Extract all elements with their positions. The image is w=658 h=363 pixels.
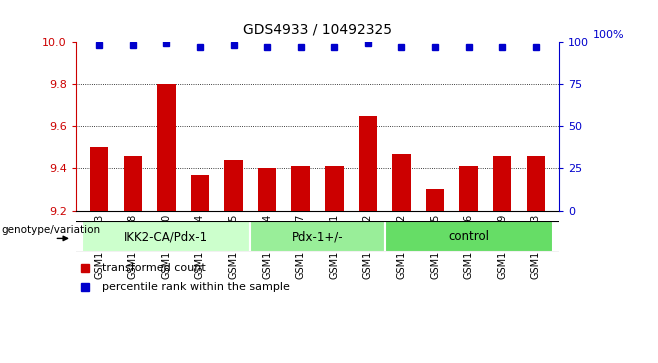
Bar — [291, 166, 310, 211]
Bar — [258, 168, 276, 211]
Bar — [526, 156, 545, 211]
Text: percentile rank within the sample: percentile rank within the sample — [102, 282, 290, 292]
Bar — [157, 84, 176, 211]
Bar — [493, 156, 511, 211]
Bar — [250, 221, 385, 252]
Text: IKK2-CA/Pdx-1: IKK2-CA/Pdx-1 — [124, 231, 209, 243]
Title: GDS4933 / 10492325: GDS4933 / 10492325 — [243, 23, 392, 36]
Text: transformed count: transformed count — [102, 263, 206, 273]
Bar — [124, 156, 142, 211]
Bar — [224, 160, 243, 211]
Bar — [191, 175, 209, 211]
Text: 100%: 100% — [593, 30, 625, 40]
Bar — [385, 221, 553, 252]
Bar — [392, 154, 411, 211]
Bar — [459, 166, 478, 211]
Text: control: control — [448, 231, 489, 243]
Text: genotype/variation: genotype/variation — [1, 225, 101, 235]
Text: Pdx-1+/-: Pdx-1+/- — [291, 231, 343, 243]
Bar — [325, 166, 343, 211]
Bar — [359, 115, 377, 211]
Bar — [90, 147, 109, 211]
Bar — [426, 189, 444, 211]
Bar — [82, 221, 250, 252]
